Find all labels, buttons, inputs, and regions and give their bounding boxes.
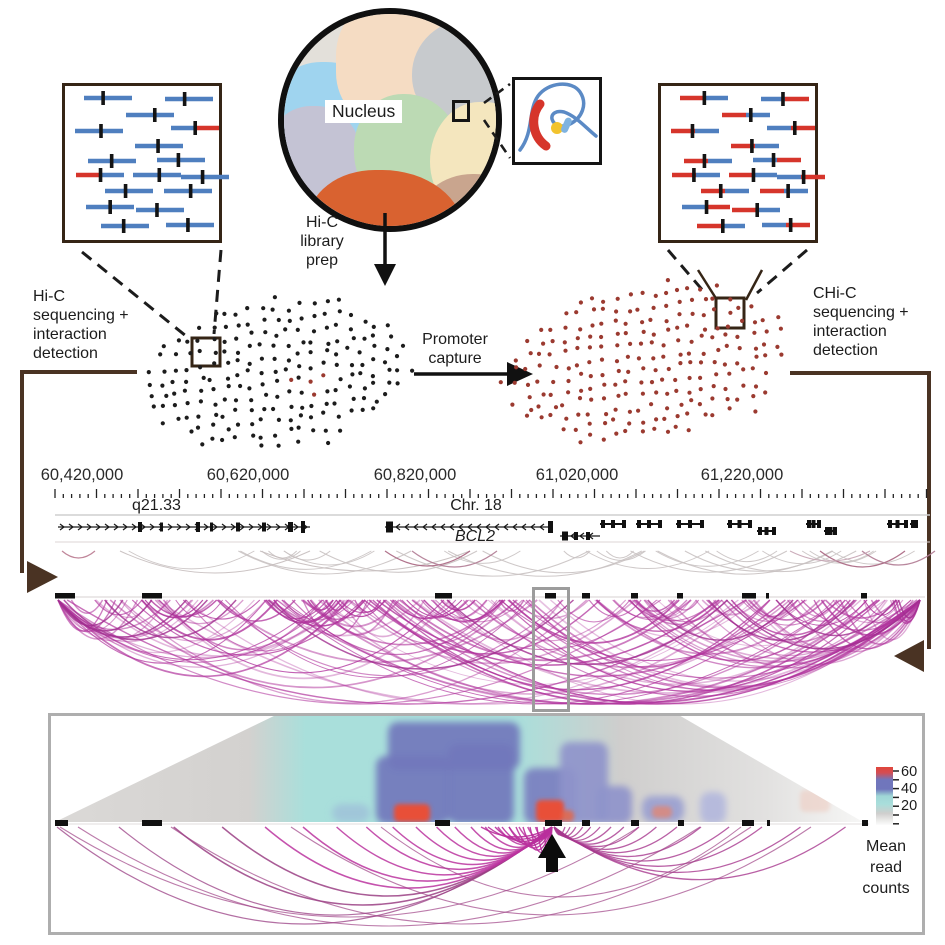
method-chic-line4: detection xyxy=(813,342,878,359)
method-label-chic: CHi-C sequencing + interaction detection xyxy=(813,284,933,360)
colorbar xyxy=(876,767,893,825)
method-hic-line2: sequencing + xyxy=(33,307,129,324)
method-chic-line1: CHi-C xyxy=(813,285,857,302)
legend-tick-label: 40 xyxy=(901,781,918,797)
coordinate-label: 60,620,000 xyxy=(206,466,290,484)
legend-caption-line3: counts xyxy=(862,880,910,897)
down-arrow-icon xyxy=(374,264,396,286)
hic-library-prep-label: Hi-C library prep xyxy=(287,213,357,270)
cytoband-label: q21.33 xyxy=(132,497,181,514)
gene-label-bcl2: BCL2 xyxy=(454,528,496,545)
coordinate-label: 60,420,000 xyxy=(40,466,124,484)
chic-dot-cloud xyxy=(498,278,784,445)
method-hic-line4: detection xyxy=(33,345,98,362)
legend-caption-line1: Mean xyxy=(865,838,907,855)
bait-tick xyxy=(545,820,562,826)
hic-arc-track xyxy=(61,550,936,577)
coordinate-label: 60,820,000 xyxy=(373,466,457,484)
hic-library-prep-line1: Hi-C xyxy=(306,214,338,231)
bait-tick xyxy=(678,820,684,826)
bait-tick xyxy=(435,820,450,826)
promoter-pointer-arrow xyxy=(538,834,566,872)
chic-arc-panel xyxy=(57,599,921,705)
left-bracket-arrow-icon xyxy=(27,561,58,593)
coordinate-label: 61,220,000 xyxy=(700,466,784,484)
promoter-capture-line1: Promoter xyxy=(422,331,488,348)
right-arrow-icon xyxy=(507,362,533,386)
legend-tick-label: 20 xyxy=(901,798,918,814)
method-hic-line1: Hi-C xyxy=(33,288,65,305)
method-hic-line3: interaction xyxy=(33,326,107,343)
method-chic-line2: sequencing + xyxy=(813,304,909,321)
legend-caption-line2: read xyxy=(869,859,903,876)
chromatin-loop-inset xyxy=(512,77,602,165)
nucleus-label: Nucleus xyxy=(325,100,403,123)
nucleus-circle xyxy=(278,8,502,232)
region-highlight-box xyxy=(532,587,570,712)
bait-tick xyxy=(631,820,639,826)
legend-tick-label: 60 xyxy=(901,764,918,780)
hic-library-prep-line3: prep xyxy=(305,252,339,269)
bait-tick xyxy=(582,820,590,826)
bait-tick xyxy=(742,820,754,826)
chic-zoom-square xyxy=(714,296,746,330)
hic-library-prep-line2: library xyxy=(300,233,344,250)
method-label-hic: Hi-C sequencing + interaction detection xyxy=(33,287,153,363)
coordinate-label: 61,020,000 xyxy=(535,466,619,484)
hic-reads-box xyxy=(62,83,222,243)
magnifier-square-icon xyxy=(452,100,470,122)
chic-reads-box xyxy=(658,83,818,243)
bait-tick xyxy=(55,820,68,826)
hic-zoom-square xyxy=(190,336,222,368)
method-chic-line3: interaction xyxy=(813,323,887,340)
heatmap xyxy=(55,716,863,822)
bait-tick xyxy=(767,820,770,826)
bait-tick xyxy=(862,820,868,826)
bait-tick xyxy=(142,820,162,826)
legend-caption: Mean read counts xyxy=(846,836,926,899)
promoter-capture-line2: capture xyxy=(428,350,482,367)
chromosome-label: Chr. 18 xyxy=(450,497,502,514)
promoter-capture-label: Promoter capture xyxy=(419,330,491,368)
heatmap-and-arcs xyxy=(55,716,869,927)
hic-dot-cloud xyxy=(146,295,415,448)
bait-interaction-arcs xyxy=(56,826,846,927)
